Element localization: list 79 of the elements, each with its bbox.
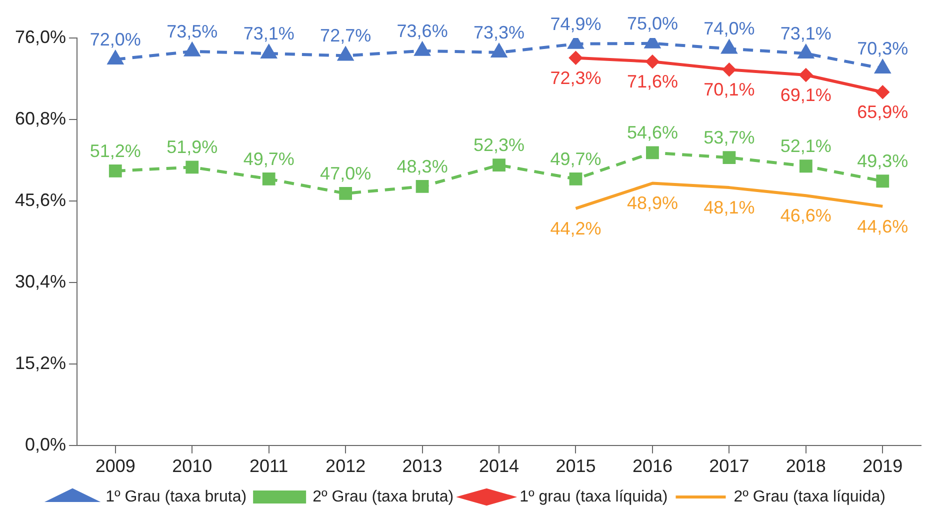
data-label: 49,7%	[550, 148, 602, 169]
point	[261, 45, 276, 59]
point	[722, 151, 736, 164]
data-label: 73,1%	[243, 24, 294, 44]
point	[799, 68, 812, 82]
data-label: 51,9%	[166, 137, 218, 158]
point	[108, 50, 123, 64]
x-tick-label: 2019	[862, 456, 903, 476]
point	[722, 63, 736, 76]
point	[646, 146, 659, 160]
y-tick-label: 15,2%	[14, 352, 66, 373]
data-label: 73,6%	[396, 20, 448, 41]
data-label: 46,6%	[780, 206, 832, 226]
point	[799, 160, 812, 173]
x-tick-label: 2016	[632, 456, 672, 476]
x-tick-label: 2009	[95, 456, 136, 476]
data-label: 54,6%	[626, 122, 678, 143]
legend-label: 2º Grau (taxa bruta)	[312, 488, 454, 506]
data-label: 53,7%	[704, 128, 755, 148]
data-label: 52,1%	[780, 136, 832, 156]
data-label: 71,6%	[626, 72, 678, 92]
data-label: 74,0%	[704, 18, 755, 39]
legend-label: 1º Grau (taxa bruta)	[106, 488, 247, 506]
data-label: 72,0%	[90, 29, 141, 50]
point	[186, 160, 199, 174]
data-label: 48,3%	[396, 156, 448, 176]
point	[646, 55, 659, 68]
x-tick-label: 2012	[326, 456, 366, 476]
point	[416, 180, 429, 193]
y-tick-label: 45,6%	[14, 190, 66, 210]
point	[414, 42, 430, 56]
data-label: 49,3%	[857, 151, 908, 172]
point	[876, 174, 890, 188]
data-label: 49,7%	[243, 148, 294, 169]
x-tick-label: 2018	[786, 456, 826, 476]
point	[491, 44, 507, 58]
data-label: 48,9%	[626, 193, 678, 214]
data-label: 47,0%	[320, 163, 372, 184]
data-label: 75,0%	[626, 13, 678, 34]
point	[568, 38, 584, 49]
point	[722, 40, 737, 54]
data-label: 65,9%	[857, 102, 908, 122]
point	[569, 172, 582, 186]
data-label: 70,3%	[857, 38, 908, 59]
point	[339, 187, 352, 200]
data-label: 52,3%	[473, 135, 525, 156]
y-tick-label: 0,0%	[25, 434, 66, 454]
point	[262, 172, 276, 186]
data-label: 72,3%	[550, 68, 602, 88]
y-tick-label: 60,8%	[14, 108, 66, 128]
data-label: 73,1%	[780, 24, 832, 44]
legend-label: 1º grau (taxa líquida)	[520, 488, 668, 506]
point	[184, 42, 200, 56]
x-tick-label: 2013	[402, 456, 442, 476]
point	[338, 47, 354, 61]
x-tick-label: 2017	[709, 456, 750, 476]
data-label: 51,2%	[90, 140, 141, 161]
y-tick-label: 76,0%	[14, 26, 66, 47]
data-label: 48,1%	[704, 198, 755, 218]
data-label: 44,2%	[550, 218, 602, 238]
data-label: 74,9%	[550, 14, 602, 34]
legend-label: 2º Grau (taxa líquida)	[734, 488, 886, 506]
data-label: 69,1%	[780, 84, 832, 105]
y-tick-label: 30,4%	[14, 271, 66, 292]
data-label: 73,5%	[166, 21, 218, 42]
x-tick-label: 2011	[249, 456, 288, 476]
point	[492, 158, 506, 172]
point	[876, 86, 890, 99]
data-label: 72,7%	[320, 26, 372, 46]
x-tick-label: 2014	[478, 456, 520, 476]
point	[875, 60, 890, 74]
data-label: 73,3%	[473, 22, 525, 42]
x-tick-label: 2015	[556, 456, 596, 476]
data-label: 70,1%	[704, 80, 755, 100]
point	[798, 45, 814, 59]
data-label: 44,6%	[857, 216, 908, 236]
point	[569, 51, 582, 64]
point	[108, 164, 122, 178]
x-tick-label: 2010	[172, 456, 212, 476]
